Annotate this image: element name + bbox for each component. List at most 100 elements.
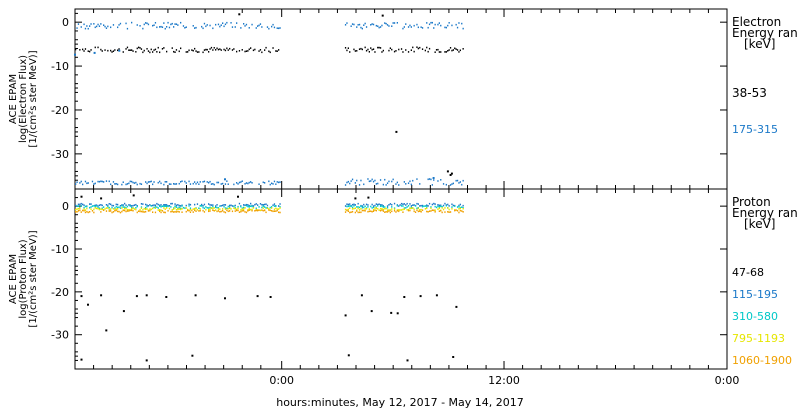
proton-point [111, 211, 113, 214]
electron-point [84, 27, 87, 30]
electron-point [276, 50, 278, 52]
proton-point [273, 208, 276, 211]
proton-ylabel-line: log(Proton Flux) [18, 239, 29, 318]
electron-point [391, 25, 393, 27]
proton-point [372, 209, 375, 211]
electron-point [194, 47, 196, 50]
electron-point [220, 24, 222, 26]
electron-point [217, 23, 220, 26]
electron-point [126, 183, 129, 185]
electron-point [360, 47, 362, 50]
electron-point [216, 47, 218, 50]
electron-point [407, 51, 410, 53]
proton-point [89, 206, 91, 209]
electron-point [180, 47, 182, 50]
proton-point [377, 208, 379, 210]
proton-point [426, 207, 428, 210]
proton-point [393, 210, 396, 212]
proton-point [100, 211, 102, 213]
electron-ytick-label: 0 [62, 16, 69, 29]
electron-point [459, 49, 461, 52]
electron-point [104, 25, 106, 28]
electron-point [147, 50, 150, 52]
electron-point [150, 48, 152, 51]
electron-point [428, 47, 431, 50]
electron-point [195, 50, 197, 52]
proton-point [458, 208, 460, 210]
electron-point [371, 178, 373, 181]
proton-point [222, 204, 224, 207]
proton-point [166, 205, 168, 208]
electron-point [231, 26, 234, 28]
proton-point [196, 203, 199, 205]
electron-point [166, 181, 168, 183]
proton-point [115, 208, 117, 210]
electron-point [437, 23, 439, 26]
proton-point [430, 207, 432, 209]
proton-point [234, 204, 236, 207]
electron-ylabel-line: [1/(cm²s ster MeV)] [28, 50, 39, 147]
proton-legend-entry: 310-580 [732, 310, 778, 323]
proton-point [217, 208, 220, 210]
proton-point [208, 203, 210, 205]
proton-point [230, 204, 232, 207]
proton-point [212, 204, 214, 206]
proton-point [209, 204, 211, 206]
proton-point [128, 210, 130, 212]
electron-point [178, 50, 180, 53]
electron-point [125, 48, 127, 50]
electron-point [356, 179, 358, 182]
electron-point [76, 181, 78, 183]
electron-point [101, 50, 103, 52]
proton-point [364, 205, 366, 208]
electron-point [375, 183, 377, 185]
electron-point [350, 180, 352, 182]
proton-point [244, 204, 246, 206]
proton-point [132, 194, 135, 197]
proton-point [279, 203, 281, 205]
proton-point [135, 203, 137, 206]
proton-point [410, 207, 412, 210]
electron-point [354, 50, 356, 52]
proton-point [147, 210, 150, 212]
proton-point [223, 211, 225, 213]
proton-point [173, 207, 175, 209]
proton-point [174, 203, 176, 205]
proton-point [413, 208, 415, 211]
proton-point [175, 209, 178, 211]
proton-point [167, 210, 169, 212]
proton-point [265, 207, 267, 209]
electron-point [261, 51, 263, 54]
electron-point [98, 25, 101, 27]
electron-point [244, 25, 246, 27]
proton-point [360, 211, 362, 214]
electron-point [185, 26, 187, 28]
electron-point [121, 183, 123, 186]
electron-point [354, 182, 356, 184]
proton-point [279, 211, 281, 214]
proton-point [114, 209, 116, 212]
proton-point [101, 208, 103, 211]
proton-point [375, 206, 377, 208]
proton-point [100, 208, 102, 210]
proton-point [166, 207, 168, 209]
proton-point [181, 205, 183, 207]
electron-point [175, 49, 178, 51]
proton-point [368, 210, 370, 213]
proton-point [351, 208, 354, 210]
electron-point [163, 183, 165, 186]
proton-point [216, 210, 218, 213]
electron-point [97, 180, 99, 183]
electron-point [83, 50, 85, 52]
proton-point [226, 207, 228, 210]
electron-point [413, 24, 415, 27]
electron-point [166, 26, 168, 28]
proton-point [139, 208, 141, 211]
proton-point [80, 202, 82, 205]
proton-point [357, 211, 359, 214]
proton-point [77, 205, 80, 207]
electron-point [152, 183, 154, 186]
proton-point [77, 210, 80, 212]
proton-point [188, 205, 190, 207]
proton-point [377, 203, 379, 206]
